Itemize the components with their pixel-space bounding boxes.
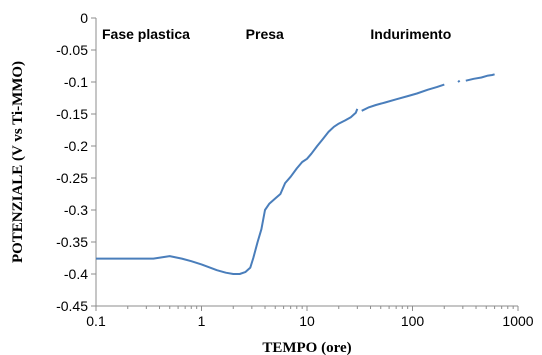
y-axis-title: POTENZIALE (V vs Ti-MMO) (10, 61, 26, 263)
phase-label: Presa (246, 26, 284, 42)
x-tick-label: 10 (299, 313, 315, 329)
y-tick-label: -0.45 (56, 298, 88, 314)
x-axis: 0.1 1 10 100 1000 (86, 305, 534, 329)
y-axis: 0 -0.05 -0.1 -0.15 -0.2 -0.25 -0.3 -0.35 -0.4 -0.… (56, 10, 97, 314)
y-tick-label: -0.15 (56, 106, 88, 122)
y-tick-label: -0.35 (56, 234, 88, 250)
series-line-segment (465, 73, 495, 82)
y-tick-label: -0.25 (56, 170, 88, 186)
y-tick-label: -0.1 (64, 74, 88, 90)
y-tick-label: -0.2 (64, 138, 88, 154)
x-tick-label: 1000 (502, 313, 533, 329)
data-series (96, 73, 495, 275)
phase-label: Fase plastica (102, 26, 190, 42)
x-axis-title: TEMPO (ore) (262, 340, 351, 355)
y-tick-label: -0.4 (64, 266, 88, 282)
y-tick-label: 0 (80, 10, 88, 26)
phase-annotations: Fase plastica Presa Indurimento (102, 26, 451, 42)
x-tick-label: 1 (198, 313, 206, 329)
y-tick-label: -0.05 (56, 42, 88, 58)
phase-label: Indurimento (370, 26, 451, 42)
series-line-segment (96, 108, 359, 275)
x-tick-label: 0.1 (86, 313, 106, 329)
y-tick-label: -0.3 (64, 202, 88, 218)
series-line-segment (361, 83, 445, 112)
series-line-segment (457, 79, 461, 83)
x-tick-label: 100 (401, 313, 425, 329)
